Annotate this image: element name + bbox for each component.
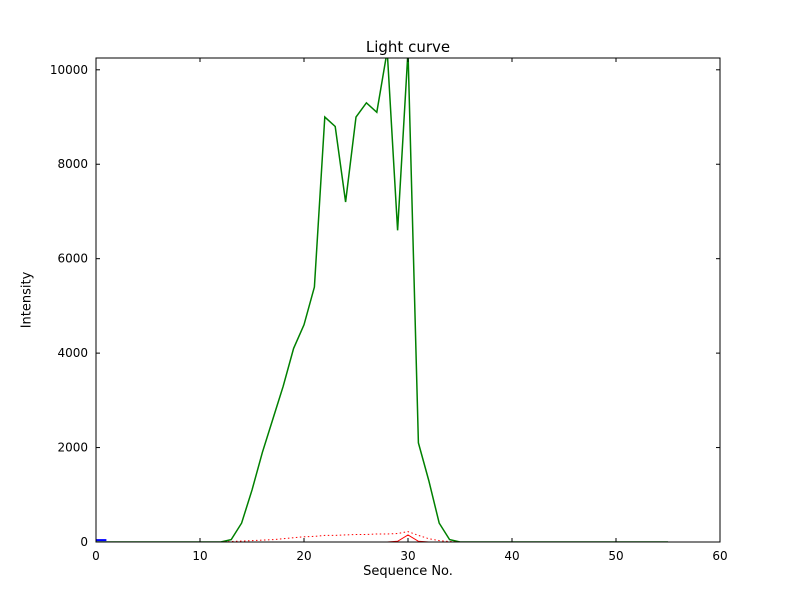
y-tick-label: 2000 (57, 441, 88, 455)
x-tick-label: 10 (192, 549, 207, 563)
chart-title: Light curve (365, 38, 451, 56)
background-red-dotted-line (96, 531, 668, 542)
y-tick-label: 0 (80, 535, 88, 549)
residual-red-solid-line (96, 534, 668, 542)
y-tick-label: 4000 (57, 346, 88, 360)
x-tick-label: 30 (400, 549, 415, 563)
x-tick-label: 40 (504, 549, 519, 563)
y-tick-label: 10000 (50, 63, 88, 77)
light-curve-green-line (96, 58, 668, 542)
x-tick-label: 50 (608, 549, 623, 563)
x-axis-label: Sequence No. (363, 564, 453, 579)
axes-frame (95, 57, 721, 543)
y-tick-label: 6000 (57, 252, 88, 266)
x-tick-label: 0 (92, 549, 100, 563)
y-tick-label: 8000 (57, 157, 88, 171)
x-tick-label: 20 (296, 549, 311, 563)
x-tick-label: 60 (712, 549, 727, 563)
